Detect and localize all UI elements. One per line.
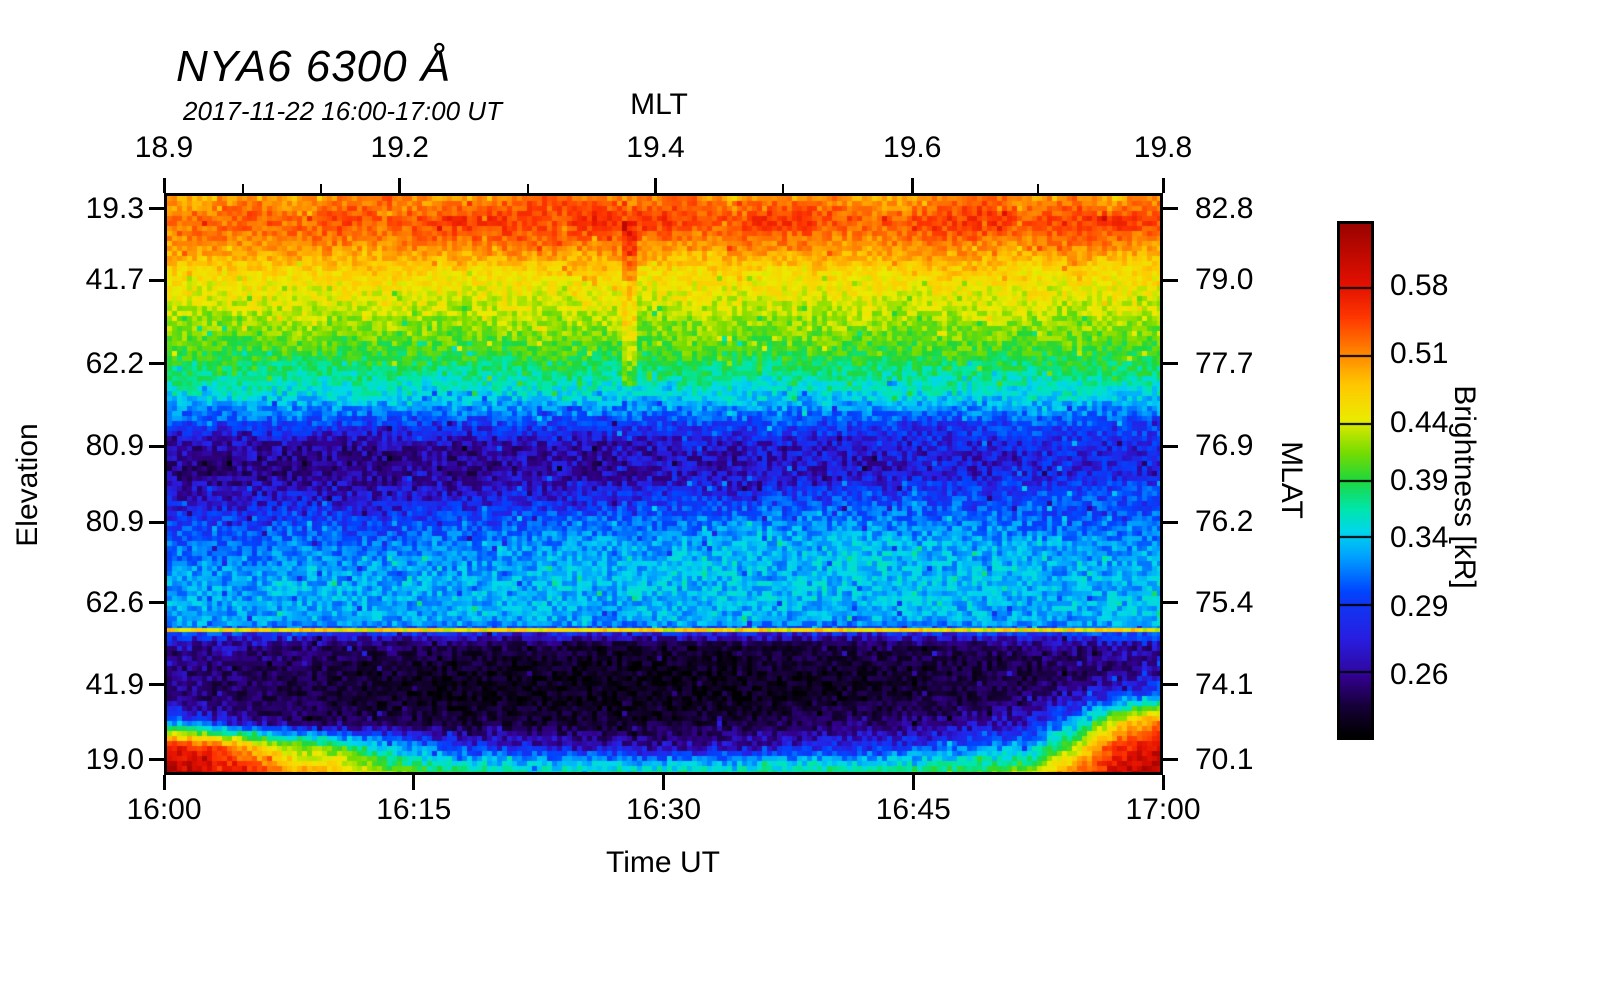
top-axis-minor-tick-mark — [782, 184, 785, 193]
right-axis-tick-label: 75.4 — [1195, 585, 1254, 619]
top-axis-tick-label: 19.4 — [626, 131, 685, 164]
bottom-axis-tick-label: 17:00 — [1125, 793, 1201, 826]
keogram-plot-frame — [164, 193, 1163, 775]
top-axis-title-mlt: MLT — [630, 88, 688, 121]
bottom-axis-tick-label: 16:15 — [376, 793, 452, 826]
top-axis-tick-label: 19.6 — [883, 131, 942, 164]
top-axis-tick-label: 19.8 — [1133, 131, 1193, 164]
colorbar-tick-label: 0.34 — [1390, 520, 1449, 554]
left-axis-tick-label: 62.2 — [85, 346, 144, 380]
right-axis-tick-mark — [1163, 683, 1178, 687]
left-axis-tick-label: 80.9 — [85, 505, 144, 539]
bottom-axis-title-time-ut: Time UT — [606, 846, 720, 879]
right-axis-tick-label: 77.7 — [1195, 346, 1254, 380]
colorbar-title-brightness: Brightness [kR] — [1448, 385, 1481, 589]
colorbar-tick-label: 0.51 — [1390, 337, 1449, 371]
bottom-axis-tick-label: 16:45 — [875, 793, 951, 826]
colorbar-tick-label: 0.29 — [1390, 589, 1449, 623]
top-axis-minor-tick-mark — [319, 184, 322, 193]
left-axis-title-elevation: Elevation — [11, 423, 44, 547]
right-axis-tick-label: 76.9 — [1195, 429, 1254, 463]
right-axis-tick-mark — [1163, 362, 1178, 366]
left-axis-tick-label: 19.0 — [85, 742, 144, 776]
colorbar-gradient-canvas — [1340, 224, 1371, 737]
colorbar-tick-label: 0.58 — [1390, 268, 1449, 302]
right-axis-tick-label: 82.8 — [1195, 191, 1254, 225]
top-axis-tick-mark — [910, 178, 914, 193]
left-axis-tick-label: 41.7 — [85, 263, 144, 297]
top-axis-minor-tick-mark — [241, 184, 244, 193]
left-axis-tick-mark — [149, 278, 164, 282]
bottom-axis-tick-mark — [412, 775, 416, 790]
left-axis-tick-mark — [149, 520, 164, 524]
left-axis-tick-mark — [149, 444, 164, 448]
left-axis-tick-label: 19.3 — [85, 191, 144, 225]
colorbar-tick-label: 0.26 — [1390, 657, 1449, 691]
top-axis-minor-tick-mark — [1037, 184, 1040, 193]
bottom-axis-tick-mark — [162, 775, 166, 790]
right-axis-tick-label: 74.1 — [1195, 667, 1254, 701]
right-axis-tick-mark — [1163, 207, 1178, 211]
top-axis-tick-mark — [654, 178, 657, 193]
colorbar-frame — [1337, 221, 1374, 740]
top-axis-tick-mark — [1161, 178, 1165, 193]
bottom-axis-tick-label: 16:30 — [625, 793, 702, 826]
right-axis-tick-label: 70.1 — [1195, 742, 1254, 776]
bottom-axis-tick-mark — [662, 775, 665, 790]
left-axis-tick-mark — [149, 207, 164, 211]
left-axis-tick-mark — [149, 601, 164, 605]
right-axis-tick-label: 76.2 — [1195, 505, 1254, 539]
right-axis-tick-mark — [1163, 758, 1178, 762]
bottom-axis-tick-mark — [911, 775, 915, 790]
top-axis-tick-mark — [162, 178, 166, 193]
left-axis-tick-mark — [149, 362, 164, 366]
plot-title: NYA6 6300 Å — [176, 42, 452, 91]
left-axis-tick-mark — [149, 683, 164, 687]
right-axis-tick-mark — [1163, 278, 1178, 282]
right-axis-tick-mark — [1163, 601, 1178, 605]
top-axis-tick-mark — [398, 178, 402, 193]
left-axis-tick-label: 62.6 — [85, 585, 144, 619]
right-axis-tick-mark — [1163, 520, 1178, 524]
keogram-heatmap-canvas — [167, 196, 1160, 772]
top-axis-tick-label: 18.9 — [134, 131, 194, 164]
top-axis-tick-label: 19.2 — [370, 131, 429, 164]
bottom-axis-tick-label: 16:00 — [126, 793, 202, 826]
left-axis-tick-mark — [149, 758, 164, 762]
right-axis-tick-mark — [1163, 444, 1178, 448]
plot-subtitle: 2017-11-22 16:00-17:00 UT — [183, 96, 502, 126]
top-axis-minor-tick-mark — [526, 184, 529, 193]
right-axis-title-mlat: MLAT — [1275, 441, 1308, 519]
right-axis-tick-label: 79.0 — [1195, 263, 1254, 297]
colorbar-tick-label: 0.39 — [1390, 463, 1449, 497]
bottom-axis-tick-mark — [1161, 775, 1165, 790]
left-axis-tick-label: 41.9 — [85, 667, 144, 701]
left-axis-tick-label: 80.9 — [85, 429, 144, 463]
colorbar-tick-label: 0.44 — [1390, 406, 1449, 440]
